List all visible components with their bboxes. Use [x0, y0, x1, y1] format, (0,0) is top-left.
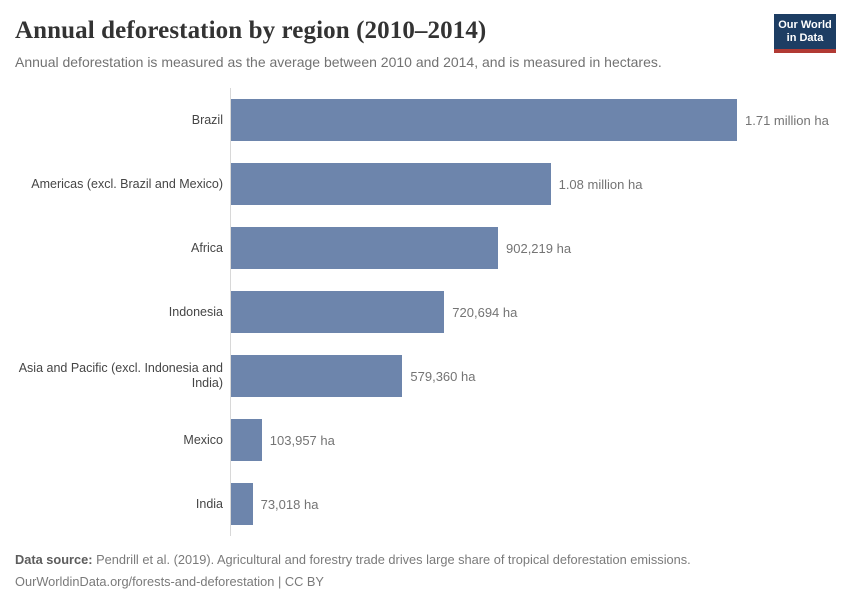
bar-value-label: 73,018 ha [260, 496, 319, 512]
footer: Data source: Pendrill et al. (2019). Agr… [15, 549, 836, 593]
chart-row: Africa 902,219 ha [12, 216, 836, 280]
chart-row: Americas (excl. Brazil and Mexico) 1.08 … [12, 152, 836, 216]
footer-source-line: Data source: Pendrill et al. (2019). Agr… [15, 549, 836, 571]
bar-zone: 720,694 ha [230, 280, 836, 344]
bar-zone: 579,360 ha [230, 344, 836, 408]
bar-value-label: 1.08 million ha [558, 176, 643, 192]
header-text: Annual deforestation by region (2010–201… [12, 14, 662, 71]
bar-value-label: 902,219 ha [506, 240, 572, 256]
category-label: Americas (excl. Brazil and Mexico) [31, 176, 223, 191]
chart-subtitle: Annual deforestation is measured as the … [15, 54, 662, 70]
owid-logo-line2: in Data [786, 32, 824, 44]
bar[interactable] [231, 291, 445, 333]
category-label: Asia and Pacific (excl. Indonesia and In… [18, 361, 223, 390]
bar-chart: Brazil 1.71 million ha Americas (excl. B… [12, 88, 836, 536]
bar-zone: 1.71 million ha [230, 88, 836, 152]
owid-logo-text: Our World in Data [774, 14, 836, 49]
bar-value-label: 720,694 ha [452, 304, 518, 320]
category-label: Indonesia [168, 304, 223, 319]
chart-row: Asia and Pacific (excl. Indonesia and In… [12, 344, 836, 408]
bar[interactable] [231, 355, 403, 397]
category-label: India [195, 496, 223, 511]
bar-zone: 1.08 million ha [230, 152, 836, 216]
chart-row: Mexico 103,957 ha [12, 408, 836, 472]
chart-row: Indonesia 720,694 ha [12, 280, 836, 344]
footer-link-line: OurWorldinData.org/forests-and-deforesta… [15, 571, 836, 593]
category-label: Mexico [183, 432, 223, 447]
data-source-label: Data source: [15, 552, 93, 567]
owid-logo[interactable]: Our World in Data [774, 14, 836, 53]
bar[interactable] [231, 99, 737, 141]
bar-zone: 902,219 ha [230, 216, 836, 280]
bar[interactable] [231, 419, 262, 461]
chart-title: Annual deforestation by region (2010–201… [15, 17, 487, 44]
chart-row: Brazil 1.71 million ha [12, 88, 836, 152]
footer-separator: | [274, 574, 285, 589]
footer-url-link[interactable]: OurWorldinData.org/forests-and-deforesta… [15, 574, 275, 589]
chart-row: India 73,018 ha [12, 472, 836, 536]
bar-zone: 103,957 ha [230, 408, 836, 472]
bar-value-label: 1.71 million ha [745, 112, 829, 128]
owid-logo-red-bar [774, 49, 836, 53]
bar[interactable] [231, 163, 551, 205]
bar[interactable] [231, 483, 253, 525]
bar-zone: 73,018 ha [230, 472, 836, 536]
header: Annual deforestation by region (2010–201… [12, 14, 836, 71]
bar[interactable] [231, 227, 498, 269]
owid-logo-line1: Our World [778, 19, 832, 31]
category-label: Africa [191, 240, 223, 255]
bar-value-label: 579,360 ha [410, 368, 476, 384]
bar-value-label: 103,957 ha [269, 432, 335, 448]
category-label: Brazil [191, 112, 223, 127]
data-source-text: Pendrill et al. (2019). Agricultural and… [96, 552, 691, 567]
footer-license-link[interactable]: CC BY [284, 574, 324, 589]
